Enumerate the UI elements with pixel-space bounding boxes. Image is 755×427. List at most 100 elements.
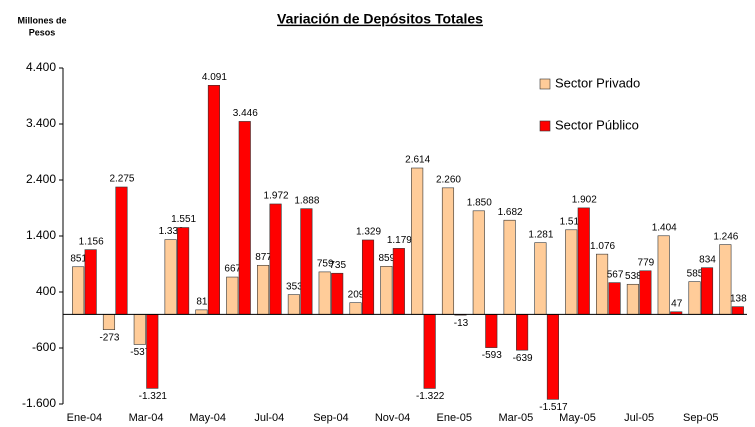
data-label: 209 [348, 289, 365, 300]
data-label: 759 [317, 259, 334, 270]
bar [565, 229, 578, 315]
data-label: 2.614 [405, 155, 430, 166]
y-axis-label: Pesos [29, 27, 56, 37]
data-label: 1.336 [159, 226, 184, 237]
x-tick-label: Jul-04 [254, 412, 284, 424]
data-label: 567 [607, 269, 624, 280]
bar [207, 85, 220, 315]
data-label: 2.275 [109, 174, 134, 185]
x-tick-label: Sep-05 [683, 412, 718, 424]
data-label: 859 [378, 253, 395, 264]
bar [331, 272, 344, 315]
chart-title: Variación de Depósitos Totales [277, 11, 483, 27]
x-tick-label: May-05 [559, 412, 596, 424]
y-tick-label: 4.400 [26, 60, 56, 74]
bar [287, 294, 300, 315]
bar [608, 282, 621, 315]
data-label: 81 [196, 297, 208, 308]
bar [546, 314, 559, 400]
bar [392, 248, 405, 315]
y-tick-label: 400 [36, 284, 56, 298]
data-label: 877 [255, 252, 272, 263]
bar [688, 281, 701, 315]
bar [349, 302, 362, 315]
x-tick-label: Jul-05 [624, 412, 654, 424]
bar [423, 314, 436, 389]
x-tick-label: Mar-05 [498, 412, 533, 424]
x-tick-label: Sep-04 [313, 412, 348, 424]
bar [657, 235, 670, 315]
bar [318, 271, 331, 315]
bar [177, 227, 190, 315]
data-label: 538 [625, 271, 642, 282]
bar [102, 314, 116, 330]
y-tick-label: -1.600 [22, 396, 56, 410]
bar [380, 265, 393, 315]
data-label: 735 [329, 260, 346, 271]
bar [164, 239, 177, 315]
data-label: 1.246 [713, 231, 738, 242]
data-label: 3.446 [233, 108, 258, 119]
x-tick-label: Nov-04 [375, 412, 410, 424]
legend-swatch [539, 78, 551, 90]
data-label: 1.156 [79, 236, 104, 247]
data-label: 1.511 [560, 216, 585, 227]
legend-label: Sector Público [555, 117, 639, 132]
x-tick-label: May-04 [189, 412, 226, 424]
data-label: 1.682 [498, 207, 523, 218]
y-tick-label: 2.400 [26, 172, 56, 186]
bar [534, 242, 547, 315]
data-label: -639 [513, 353, 533, 364]
data-label: 779 [638, 257, 655, 268]
x-tick-label: Ene-04 [67, 412, 102, 424]
bar [269, 203, 282, 315]
data-label: 585 [687, 268, 704, 279]
bar [115, 186, 128, 315]
bar [195, 309, 208, 315]
data-label: 1.972 [264, 191, 289, 202]
bar [503, 219, 516, 315]
y-tick-label: -600 [32, 340, 56, 354]
bar [133, 314, 146, 345]
bar [516, 314, 529, 351]
bar [577, 207, 590, 315]
data-label: -537 [130, 347, 150, 358]
data-label: -13 [454, 318, 469, 329]
bar [485, 314, 498, 348]
bar [257, 264, 270, 315]
data-label: 1.179 [387, 235, 412, 246]
data-label: 1.902 [572, 195, 597, 206]
y-tick-label: 3.400 [26, 116, 56, 130]
y-axis-label: Millones de [17, 15, 66, 25]
data-label: 1.888 [294, 195, 319, 206]
data-label: 851 [70, 253, 87, 264]
bar [72, 266, 85, 315]
bar [411, 167, 424, 315]
bar [300, 208, 313, 315]
data-label: -1.321 [139, 391, 168, 402]
bar [441, 187, 455, 315]
x-tick-label: Mar-04 [129, 412, 164, 424]
y-tick-label: 1.400 [26, 228, 56, 242]
bar [731, 306, 744, 315]
bar [639, 270, 652, 315]
data-label: 1.850 [467, 197, 492, 208]
bar [226, 276, 239, 315]
bar [146, 314, 159, 389]
data-label: -273 [99, 332, 119, 343]
legend-label: Sector Privado [555, 75, 640, 90]
data-label: 1.076 [590, 241, 615, 252]
data-label: 1.551 [171, 214, 196, 225]
legend-swatch [539, 120, 551, 132]
data-label: -1.517 [539, 402, 568, 413]
data-label: -593 [482, 350, 502, 361]
bar [596, 253, 609, 315]
data-label: 2.260 [436, 174, 461, 185]
data-label: 138 [730, 293, 747, 304]
data-label: 667 [224, 264, 241, 275]
bar [626, 283, 639, 315]
data-label: 1.281 [528, 229, 553, 240]
bar [238, 121, 251, 315]
bar [361, 239, 375, 315]
bar [472, 210, 485, 315]
